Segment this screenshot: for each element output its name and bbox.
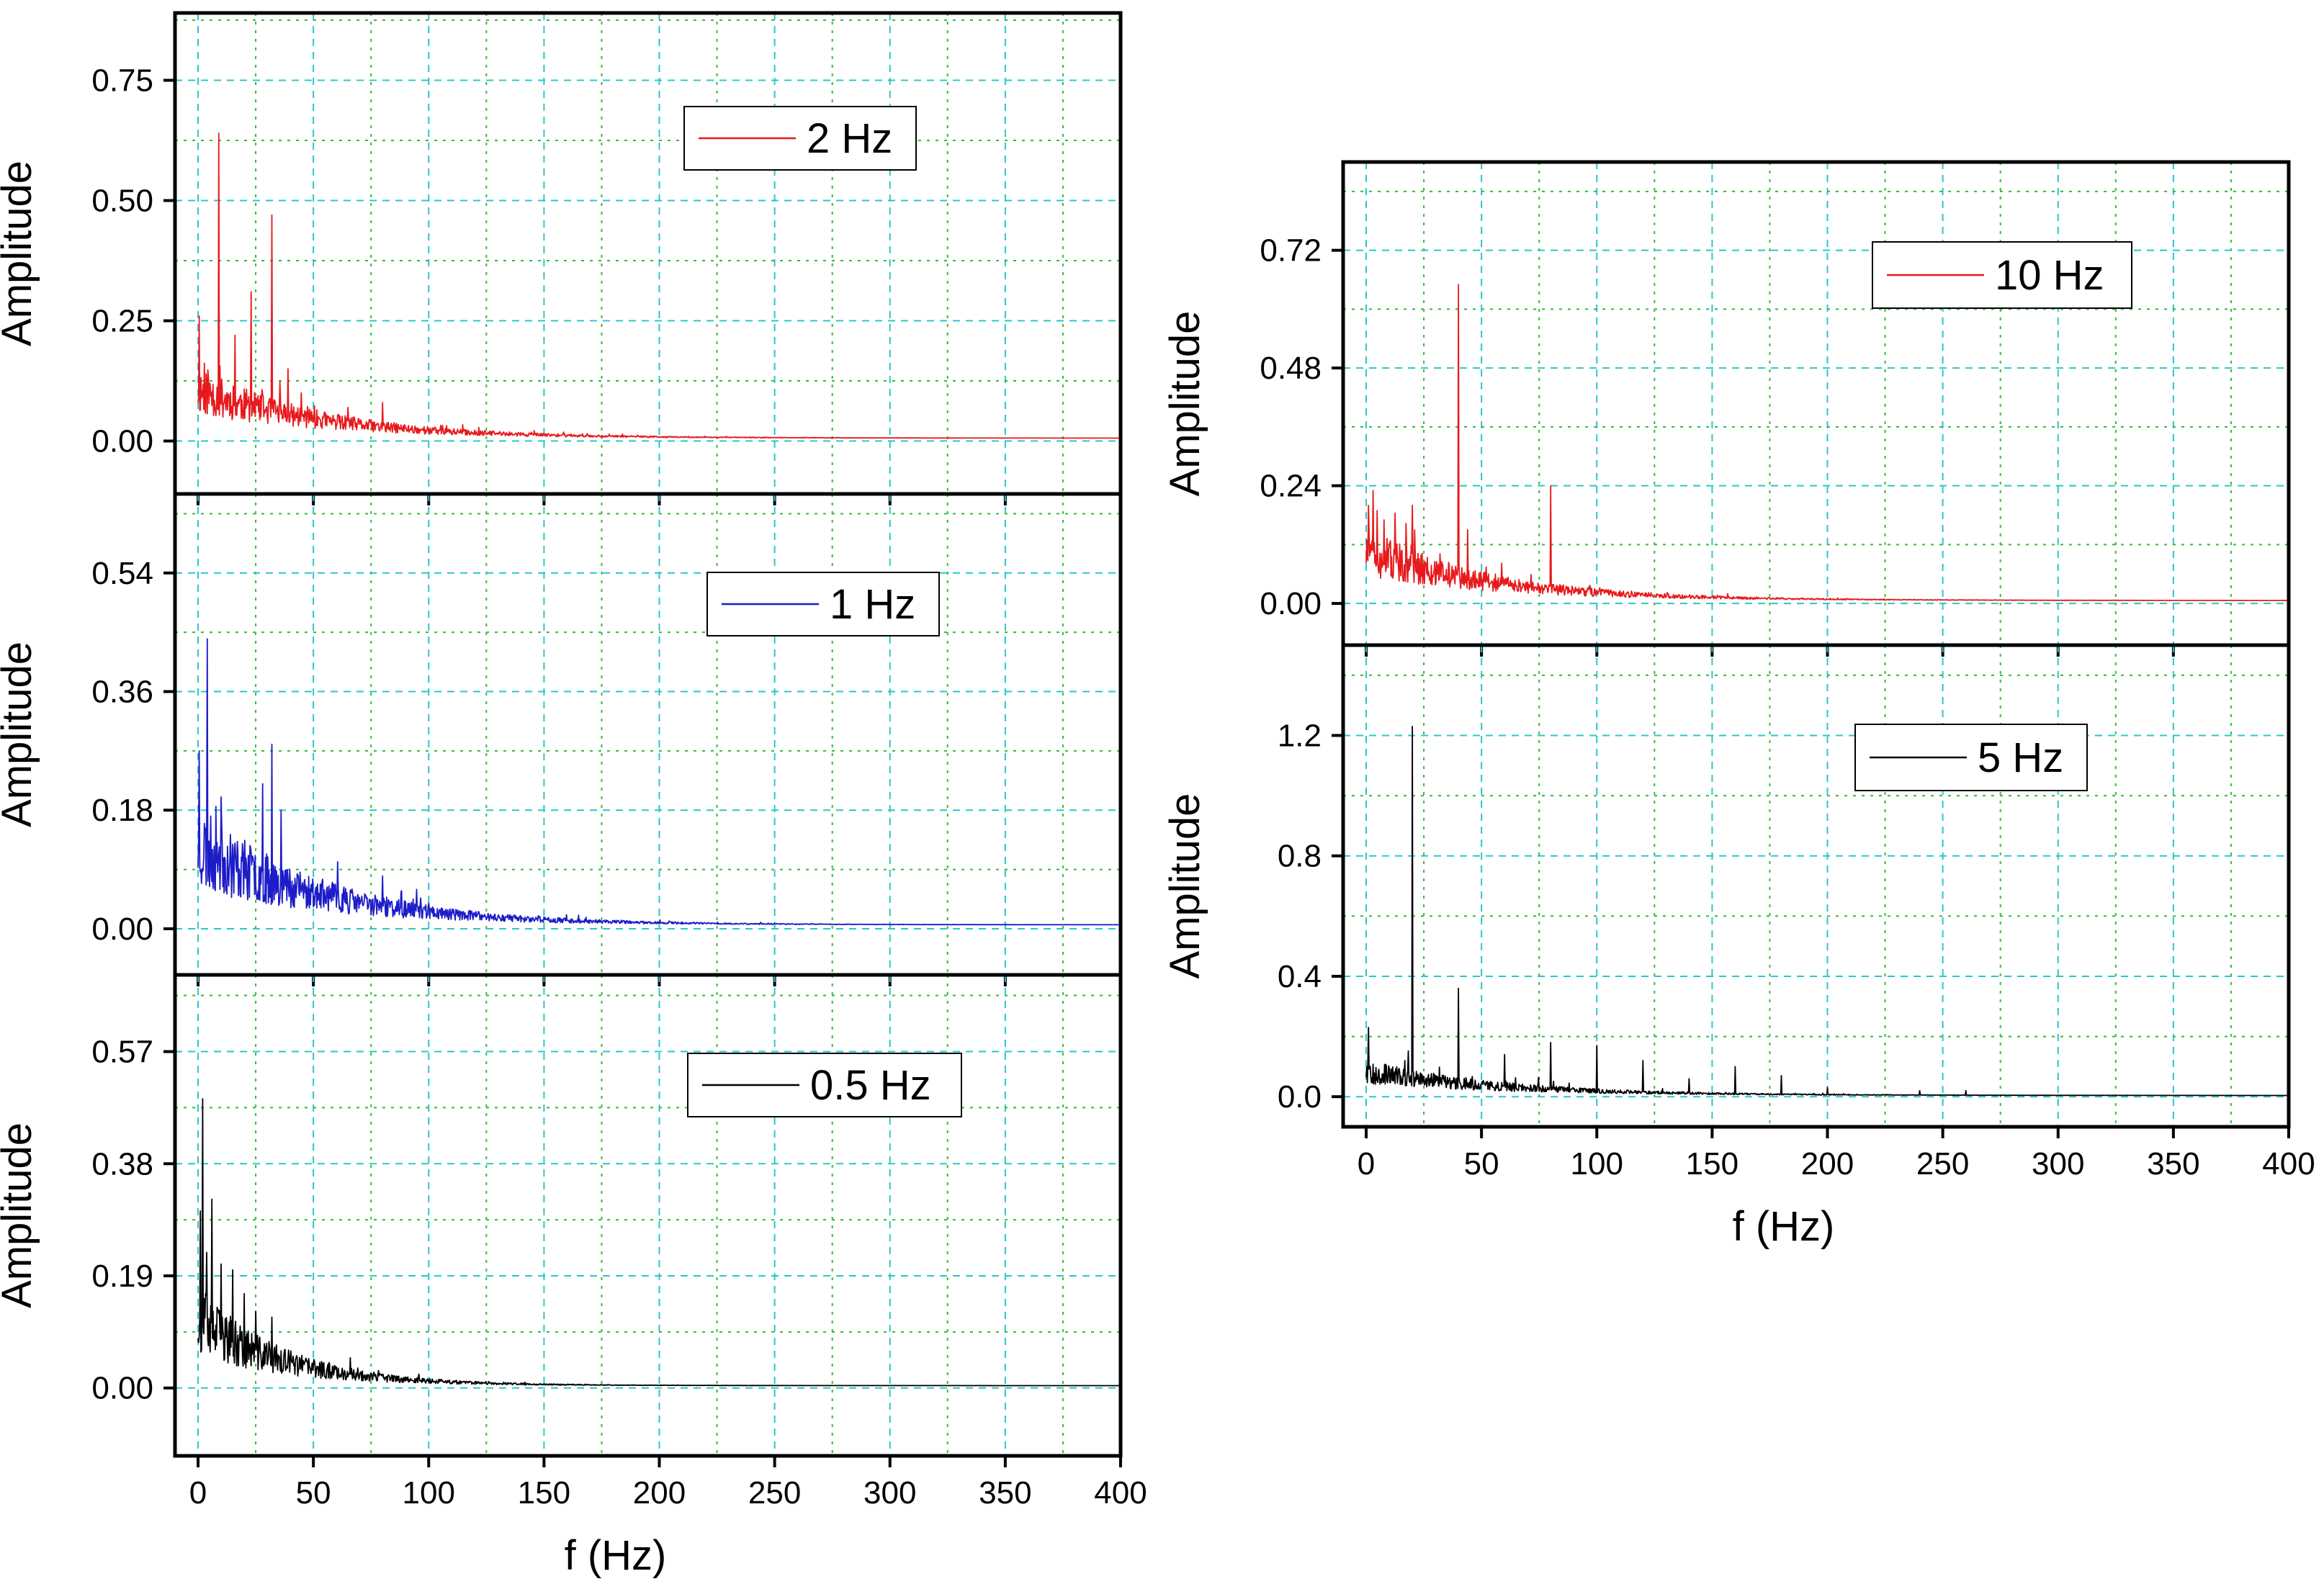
y-tick-label: 0.48 — [1260, 351, 1322, 386]
x-tick-label: 300 — [863, 1475, 916, 1511]
panel-5hz: 0 50 100 150 200 250 300 350 400 0.0 0.4 0.8 1.2 Ampl… — [1162, 643, 2315, 1250]
panel-10hz: 0.00 0.24 0.48 0.72 Amplitude 10 Hz — [1162, 160, 2291, 657]
legend-box — [1854, 724, 2088, 791]
x-tick-label: 0 — [1358, 1146, 1375, 1182]
x-axis-title: f (Hz) — [1733, 1203, 1835, 1250]
ticks: 0.00 0.24 0.48 0.72 — [1260, 233, 2290, 657]
legend: 10 Hz — [1872, 241, 2132, 309]
y-axis-title: Amplitude — [1162, 793, 1208, 979]
grid — [175, 975, 1121, 1456]
series-line — [1365, 284, 2289, 601]
y-tick-label: 0.38 — [91, 1146, 153, 1182]
legend: 2 Hz — [683, 106, 917, 171]
legend: 0.5 Hz — [687, 1053, 962, 1117]
legend-label: 1 Hz — [830, 581, 915, 628]
y-tick-label: 0.00 — [91, 424, 153, 459]
x-tick-label: 200 — [633, 1475, 686, 1511]
x-axis-title: f (Hz) — [565, 1532, 667, 1579]
y-tick-label: 0.0 — [1278, 1079, 1322, 1115]
series-line — [1365, 726, 2289, 1097]
panel-0-5hz: 0 50 100 150 200 250 300 350 400 0.00 0.19 0.38 0.57… — [0, 973, 1147, 1579]
y-tick-label: 0.25 — [91, 304, 153, 339]
y-tick-label: 0.00 — [91, 1371, 153, 1406]
y-tick-label: 0.54 — [91, 556, 153, 591]
y-tick-label: 0.19 — [91, 1259, 153, 1294]
ticks: 0.00 0.18 0.36 0.54 — [91, 556, 1122, 986]
series-line — [197, 132, 1121, 439]
x-tick-label: 300 — [2032, 1146, 2084, 1182]
x-tick-label: 250 — [748, 1475, 801, 1511]
panel-2hz: 0.00 0.25 0.50 0.75 Amplitude 2 Hz — [0, 11, 1123, 505]
y-tick-label: 1.2 — [1278, 718, 1322, 753]
y-tick-label: 0.50 — [91, 184, 153, 219]
legend-label: 2 Hz — [807, 115, 892, 162]
ticks: 0 50 100 150 200 250 300 350 400 0.00 0.19 0.38 0.57 — [91, 1035, 1147, 1511]
legend-label: 10 Hz — [1995, 252, 2104, 299]
legend: 5 Hz — [1854, 724, 2088, 791]
y-tick-label: 0.75 — [91, 63, 153, 99]
y-tick-label: 0.00 — [91, 912, 153, 947]
y-tick-label: 0.24 — [1260, 469, 1322, 504]
x-tick-label: 50 — [296, 1475, 331, 1511]
ticks: 0 50 100 150 200 250 300 350 400 0.0 0.4 0.8 1.2 — [1278, 718, 2315, 1182]
x-tick-label: 150 — [1686, 1146, 1738, 1182]
series-line — [197, 1098, 1121, 1387]
legend: 1 Hz — [706, 572, 940, 636]
series-line — [197, 638, 1121, 926]
y-tick-label: 0.57 — [91, 1035, 153, 1070]
y-axis-title: Amplitude — [0, 642, 40, 827]
y-tick-label: 0.00 — [1260, 586, 1322, 621]
x-tick-label: 350 — [979, 1475, 1031, 1511]
legend-label: 0.5 Hz — [810, 1062, 931, 1109]
y-axis-title: Amplitude — [1162, 311, 1208, 497]
x-tick-label: 250 — [1916, 1146, 1969, 1182]
plot-frame — [173, 973, 1123, 1458]
x-tick-label: 100 — [1571, 1146, 1623, 1182]
y-tick-label: 0.4 — [1278, 959, 1322, 994]
plot-frame — [1341, 643, 2291, 1129]
x-tick-label: 50 — [1464, 1146, 1499, 1182]
y-tick-label: 0.36 — [91, 675, 153, 710]
y-axis-title: Amplitude — [0, 161, 40, 346]
y-tick-label: 0.72 — [1260, 233, 1322, 269]
y-axis-title: Amplitude — [0, 1122, 40, 1308]
x-tick-label: 100 — [403, 1475, 455, 1511]
legend-label: 5 Hz — [1978, 734, 2063, 781]
x-tick-label: 400 — [1094, 1475, 1147, 1511]
x-tick-label: 400 — [2262, 1146, 2315, 1182]
x-tick-label: 150 — [518, 1475, 570, 1511]
ticks: 0.00 0.25 0.50 0.75 — [91, 63, 1122, 505]
panel-1hz: 0.00 0.18 0.36 0.54 Amplitude 1 Hz — [0, 492, 1123, 986]
grid — [1343, 645, 2289, 1127]
x-tick-label: 0 — [189, 1475, 207, 1511]
x-tick-label: 350 — [2147, 1146, 2199, 1182]
y-tick-label: 0.8 — [1278, 839, 1322, 874]
y-tick-label: 0.18 — [91, 793, 153, 828]
grid — [175, 13, 1121, 494]
x-tick-label: 200 — [1801, 1146, 1854, 1182]
